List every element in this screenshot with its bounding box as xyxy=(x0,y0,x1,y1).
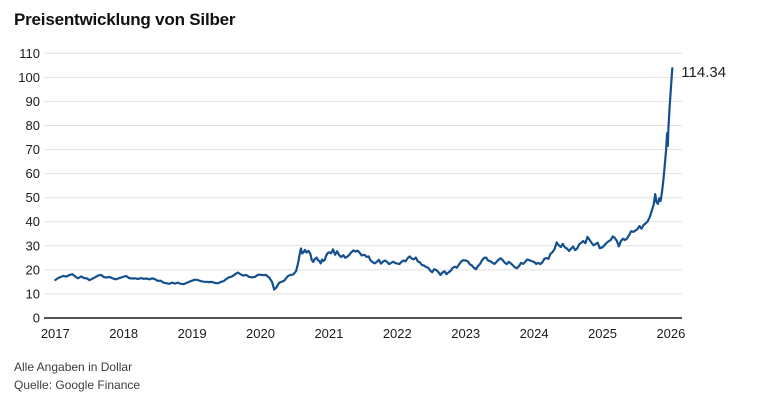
x-tick-label: 2024 xyxy=(520,326,549,341)
footnote-source: Quelle: Google Finance xyxy=(14,378,141,392)
x-tick-label: 2026 xyxy=(656,326,685,341)
x-tick-label: 2019 xyxy=(178,326,207,341)
y-tick-label: 110 xyxy=(19,46,40,61)
y-tick-label: 30 xyxy=(26,238,40,253)
y-tick-label: 90 xyxy=(26,94,40,109)
y-tick-label: 100 xyxy=(18,70,40,85)
y-tick-label: 50 xyxy=(26,190,40,205)
y-tick-label: 10 xyxy=(26,286,40,301)
x-tick-label: 2025 xyxy=(588,326,617,341)
x-tick-label: 2023 xyxy=(451,326,480,341)
y-tick-label: 0 xyxy=(33,311,40,326)
footnote-units: Alle Angaben in Dollar xyxy=(14,360,133,374)
y-tick-label: 60 xyxy=(26,166,40,181)
last-value-label: 114.34 xyxy=(681,64,726,81)
price-line-silver xyxy=(54,67,674,291)
y-tick-label: 20 xyxy=(26,262,40,277)
y-tick-label: 70 xyxy=(26,142,40,157)
chart-footnotes: Alle Angaben in Dollar Quelle: Google Fi… xyxy=(14,358,140,394)
chart-title: Preisentwicklung von Silber xyxy=(14,10,236,29)
x-tick-label: 2022 xyxy=(383,326,412,341)
x-tick-label: 2017 xyxy=(41,326,70,341)
x-tick-label: 2021 xyxy=(314,326,343,341)
x-tick-label: 2018 xyxy=(109,326,138,341)
x-tick-label: 2020 xyxy=(246,326,275,341)
y-tick-label: 40 xyxy=(26,214,40,229)
y-tick-label: 80 xyxy=(26,118,40,133)
